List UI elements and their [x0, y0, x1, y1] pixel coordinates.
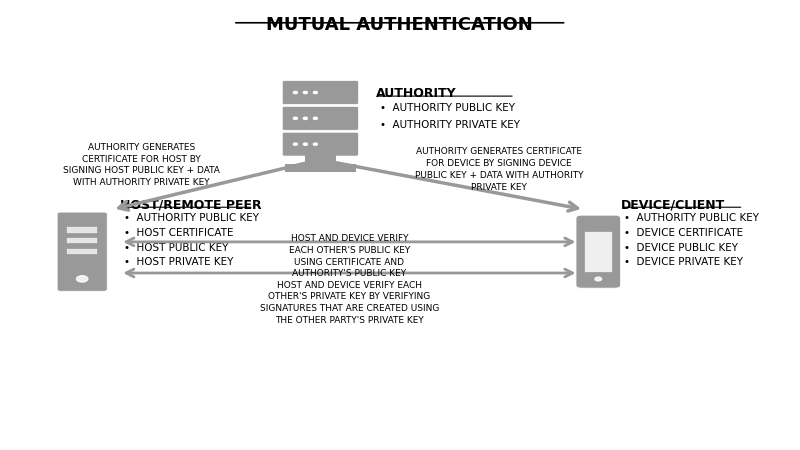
Circle shape: [294, 117, 298, 119]
Circle shape: [314, 143, 318, 145]
Text: AUTHORITY GENERATES CERTIFICATE
FOR DEVICE BY SIGNING DEVICE
PUBLIC KEY + DATA W: AUTHORITY GENERATES CERTIFICATE FOR DEVI…: [414, 147, 583, 192]
Text: •  HOST PUBLIC KEY: • HOST PUBLIC KEY: [124, 243, 229, 252]
Text: •  DEVICE CERTIFICATE: • DEVICE CERTIFICATE: [625, 228, 743, 238]
FancyBboxPatch shape: [282, 132, 358, 156]
Text: AUTHORITY GENERATES
CERTIFICATE FOR HOST BY
SIGNING HOST PUBLIC KEY + DATA
WITH : AUTHORITY GENERATES CERTIFICATE FOR HOST…: [63, 143, 220, 187]
Text: •  HOST PRIVATE KEY: • HOST PRIVATE KEY: [124, 257, 234, 267]
Text: •  HOST CERTIFICATE: • HOST CERTIFICATE: [124, 228, 234, 238]
Text: •  DEVICE PUBLIC KEY: • DEVICE PUBLIC KEY: [625, 243, 738, 252]
Circle shape: [303, 143, 307, 145]
Text: •  AUTHORITY PUBLIC KEY: • AUTHORITY PUBLIC KEY: [124, 213, 259, 223]
Text: •  AUTHORITY PUBLIC KEY: • AUTHORITY PUBLIC KEY: [625, 213, 759, 223]
FancyBboxPatch shape: [576, 215, 621, 288]
FancyBboxPatch shape: [67, 238, 97, 243]
FancyBboxPatch shape: [67, 249, 97, 254]
FancyBboxPatch shape: [282, 81, 358, 104]
FancyBboxPatch shape: [57, 212, 107, 291]
Text: MUTUAL AUTHENTICATION: MUTUAL AUTHENTICATION: [266, 16, 533, 34]
Text: HOST AND DEVICE VERIFY
EACH OTHER'S PUBLIC KEY
USING CERTIFICATE AND
AUTHORITY'S: HOST AND DEVICE VERIFY EACH OTHER'S PUBL…: [289, 234, 410, 278]
Circle shape: [303, 91, 307, 94]
Circle shape: [77, 276, 88, 282]
Circle shape: [314, 117, 318, 119]
Circle shape: [294, 143, 298, 145]
Text: HOST/REMOTE PEER: HOST/REMOTE PEER: [120, 198, 262, 211]
Text: DEVICE/CLIENT: DEVICE/CLIENT: [621, 198, 725, 211]
Text: HOST AND DEVICE VERIFY EACH
OTHER'S PRIVATE KEY BY VERIFYING
SIGNATURES THAT ARE: HOST AND DEVICE VERIFY EACH OTHER'S PRIV…: [260, 281, 439, 325]
FancyBboxPatch shape: [305, 155, 336, 164]
Text: •  DEVICE PRIVATE KEY: • DEVICE PRIVATE KEY: [625, 257, 743, 267]
Circle shape: [314, 91, 318, 94]
FancyBboxPatch shape: [585, 232, 612, 272]
FancyBboxPatch shape: [67, 228, 97, 233]
Circle shape: [595, 277, 602, 281]
Circle shape: [303, 117, 307, 119]
Text: AUTHORITY: AUTHORITY: [376, 87, 457, 100]
Text: •  AUTHORITY PRIVATE KEY: • AUTHORITY PRIVATE KEY: [380, 120, 520, 130]
Circle shape: [294, 91, 298, 94]
Text: •  AUTHORITY PUBLIC KEY: • AUTHORITY PUBLIC KEY: [380, 103, 515, 113]
FancyBboxPatch shape: [282, 106, 358, 130]
FancyBboxPatch shape: [285, 164, 356, 172]
